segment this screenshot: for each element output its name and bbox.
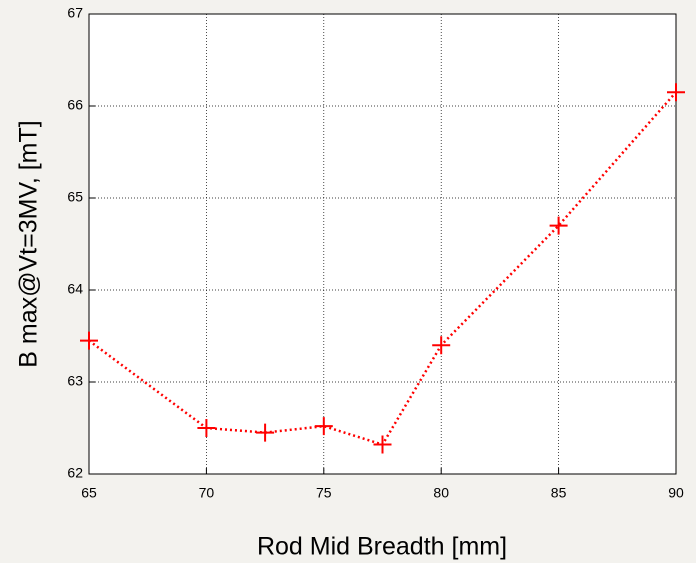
y-tick-label: 65 — [67, 189, 83, 205]
marker — [80, 331, 98, 350]
y-tick-label: 67 — [67, 5, 83, 21]
x-tick-label: 65 — [81, 485, 97, 501]
series-line — [88, 91, 677, 447]
marker — [667, 83, 685, 102]
marker — [256, 423, 275, 442]
marker — [549, 216, 568, 235]
y-tick-label: 62 — [67, 465, 83, 481]
marker — [197, 419, 216, 437]
y-axis-label: B max@Vt=3MV, [mT] — [15, 120, 43, 367]
marker — [373, 435, 392, 454]
x-tick-label: 90 — [668, 485, 684, 501]
y-tick-label: 63 — [67, 373, 83, 389]
y-tick-label: 64 — [67, 281, 83, 297]
y-tick-label: 66 — [67, 97, 83, 113]
plot-area — [88, 13, 677, 475]
x-tick-label: 75 — [316, 485, 332, 501]
marker — [314, 417, 333, 436]
x-tick-label: 80 — [433, 485, 449, 501]
x-tick-label: 85 — [551, 485, 567, 501]
x-tick-label: 70 — [199, 485, 215, 501]
marker — [432, 336, 451, 355]
x-axis-label: Rod Mid Breadth [mm] — [257, 533, 507, 561]
